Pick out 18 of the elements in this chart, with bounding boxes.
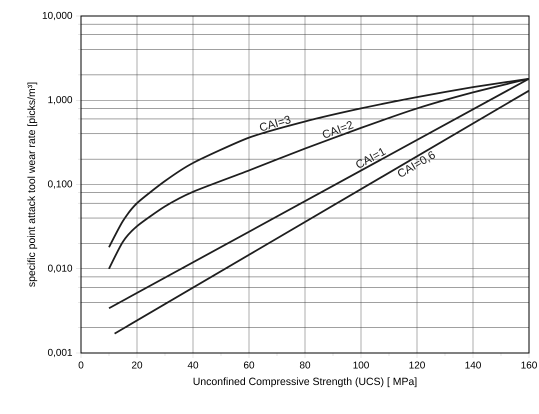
text: CAI=3: [260, 116, 291, 131]
x-tick-label: 100: [353, 362, 369, 369]
y-tick-label: 1,000: [48, 96, 72, 104]
x-tick-label: 160: [521, 362, 537, 369]
x-tick-label: 120: [409, 362, 425, 369]
x-tick-label: 40: [188, 362, 198, 369]
x-tick-label: 20: [132, 362, 142, 369]
x-axis-title: Unconfined Compressive Strength (UCS) [ MPa]: [194, 377, 416, 388]
x-tick-label: 0: [78, 362, 84, 369]
y-axis-title: specific point attack tool wear rate [picks/m³]: [27, 82, 38, 287]
y-tick-label: 10,000: [42, 12, 72, 20]
x-tick-label: 140: [465, 362, 481, 369]
y-tick-label: 0,001: [48, 348, 72, 358]
x-tick-label: 80: [300, 362, 310, 369]
text: CAI=2: [322, 121, 354, 138]
x-tick-label: 60: [244, 362, 254, 369]
y-tick-label: 0,010: [48, 264, 72, 273]
y-tick-label: 0,100: [48, 180, 72, 189]
